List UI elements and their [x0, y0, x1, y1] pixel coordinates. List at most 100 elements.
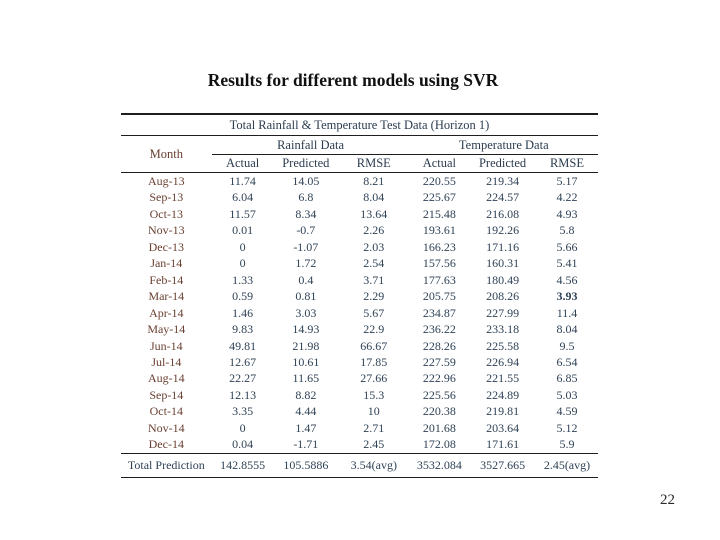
value-cell: 27.66 — [360, 371, 388, 386]
value-cell: 14.93 — [292, 322, 320, 337]
value-cell: 12.67 — [229, 354, 257, 369]
value-cell: 220.38 — [422, 404, 456, 419]
table-row: Nov-14 0 1.47 2.71 201.68 203.64 5.12 — [121, 420, 598, 436]
value-cell: 6.85 — [556, 371, 578, 386]
value-cell: 1.46 — [232, 305, 254, 320]
month-cell: Jan-14 — [150, 256, 183, 271]
value-cell: 4.44 — [295, 404, 317, 419]
value-cell: 208.26 — [486, 289, 520, 304]
month-cell: Oct-14 — [149, 404, 183, 419]
value-cell: 9.5 — [559, 338, 575, 353]
value-cell: 201.68 — [422, 420, 456, 435]
table-row: Feb-14 1.33 0.4 3.71 177.63 180.49 4.56 — [121, 272, 598, 288]
month-cell: Aug-14 — [147, 371, 185, 386]
value-cell: 227.99 — [486, 305, 520, 320]
value-cell: 8.34 — [295, 206, 317, 221]
value-cell: 2.45 — [363, 437, 385, 452]
month-cell: Nov-14 — [147, 420, 185, 435]
value-cell: 5.17 — [556, 174, 578, 188]
value-cell: 66.67 — [360, 338, 388, 353]
month-column-header: Month — [121, 135, 212, 173]
value-cell: 8.82 — [295, 387, 317, 402]
table-row: Sep-13 6.04 6.8 8.04 225.67 224.57 4.22 — [121, 189, 598, 205]
value-cell: 205.75 — [422, 289, 456, 304]
table-row: Dec-13 0 -1.07 2.03 166.23 171.16 5.66 — [121, 239, 598, 255]
value-cell: 2.03 — [363, 239, 385, 254]
subheader-rainfall-actual: Actual — [211, 154, 274, 173]
table-row: Oct-14 3.35 4.44 10 220.38 219.81 4.59 — [121, 403, 598, 419]
value-cell: 3.71 — [363, 272, 385, 287]
value-cell: 5.8 — [559, 223, 575, 238]
value-cell: 224.89 — [486, 387, 520, 402]
value-cell: 0.59 — [232, 289, 254, 304]
value-cell: 219.81 — [486, 404, 520, 419]
value-cell: 233.18 — [486, 322, 520, 337]
value-cell: 3.35 — [232, 404, 254, 419]
value-cell: 215.48 — [422, 206, 456, 221]
month-cell: Sep-14 — [149, 387, 184, 402]
value-cell: 8.21 — [363, 174, 385, 188]
table-row: Aug-14 22.27 11.65 27.66 222.96 221.55 6.85 — [121, 370, 598, 386]
table-row: Mar-14 0.59 0.81 2.29 205.75 208.26 3.93 — [121, 288, 598, 304]
value-cell: 2.26 — [363, 223, 385, 238]
value-cell: 226.94 — [486, 354, 520, 369]
month-cell: May-14 — [147, 322, 186, 337]
value-cell: 11.4 — [556, 305, 578, 320]
value-cell: 8.04 — [363, 190, 385, 205]
month-cell: Nov-13 — [147, 223, 185, 238]
table-row: Jun-14 49.81 21.98 66.67 228.26 225.58 9.5 — [121, 338, 598, 354]
value-cell: 1.33 — [232, 272, 254, 287]
value-cell: 2.71 — [363, 420, 385, 435]
value-cell: 5.66 — [556, 239, 578, 254]
results-table: Total Rainfall & Temperature Test Data (… — [121, 113, 598, 478]
value-cell: 180.49 — [486, 272, 520, 287]
subheader-rainfall-rmse: RMSE — [338, 154, 410, 173]
value-cell: 22.9 — [363, 322, 385, 337]
month-cell: Mar-14 — [148, 289, 185, 304]
table-row: Oct-13 11.57 8.34 13.64 215.48 216.08 4.93 — [121, 206, 598, 222]
subheader-temp-rmse: RMSE — [535, 154, 598, 173]
value-cell: 192.26 — [486, 223, 520, 238]
table-row: Jul-14 12.67 10.61 17.85 227.59 226.94 6.54 — [121, 354, 598, 370]
value-cell: 5.12 — [556, 420, 578, 435]
value-cell: 236.22 — [422, 322, 456, 337]
value-cell: 3.03 — [295, 305, 317, 320]
total-value-cell: 3527.665 — [469, 452, 536, 478]
month-cell: Feb-14 — [149, 272, 184, 287]
value-cell: 3.93 — [556, 289, 578, 304]
value-cell: 0 — [239, 256, 246, 271]
value-cell: 13.64 — [360, 206, 388, 221]
value-cell: 14.05 — [292, 174, 320, 188]
value-cell: 0.4 — [298, 272, 314, 287]
rainfall-group-header: Rainfall Data — [211, 135, 410, 155]
month-cell: Oct-13 — [149, 206, 183, 221]
value-cell: 0.01 — [232, 223, 254, 238]
value-cell: 225.56 — [422, 387, 456, 402]
value-cell: 0.04 — [232, 437, 254, 452]
value-cell: 6.8 — [298, 190, 314, 205]
value-cell: 10 — [367, 404, 380, 419]
month-cell: Dec-14 — [148, 437, 184, 452]
value-cell: 166.23 — [422, 239, 456, 254]
value-cell: 224.57 — [486, 190, 520, 205]
value-cell: 0.81 — [295, 289, 317, 304]
month-cell: Apr-14 — [149, 305, 184, 320]
subheader-temp-actual: Actual — [409, 154, 470, 173]
table-caption: Total Rainfall & Temperature Test Data (… — [121, 113, 598, 136]
group-header-row: Month Rainfall Data Temperature Data — [121, 135, 598, 173]
value-cell: 225.67 — [422, 190, 456, 205]
value-cell: 220.55 — [422, 174, 456, 188]
month-cell: Aug-13 — [147, 174, 185, 188]
value-cell: 17.85 — [360, 354, 388, 369]
value-cell: 225.58 — [486, 338, 520, 353]
subheader-rainfall-predicted: Predicted — [273, 154, 339, 173]
value-cell: 172.08 — [422, 437, 456, 452]
value-cell: 177.63 — [422, 272, 456, 287]
total-value-cell: 3532.084 — [409, 452, 470, 478]
value-cell: 228.26 — [422, 338, 456, 353]
month-cell: Jul-14 — [151, 354, 182, 369]
total-value-cell: 142.8555 — [211, 452, 274, 478]
slide-title: Results for different models using SVR — [207, 70, 499, 90]
temperature-group-header: Temperature Data — [409, 135, 598, 155]
value-cell: 8.04 — [556, 322, 578, 337]
